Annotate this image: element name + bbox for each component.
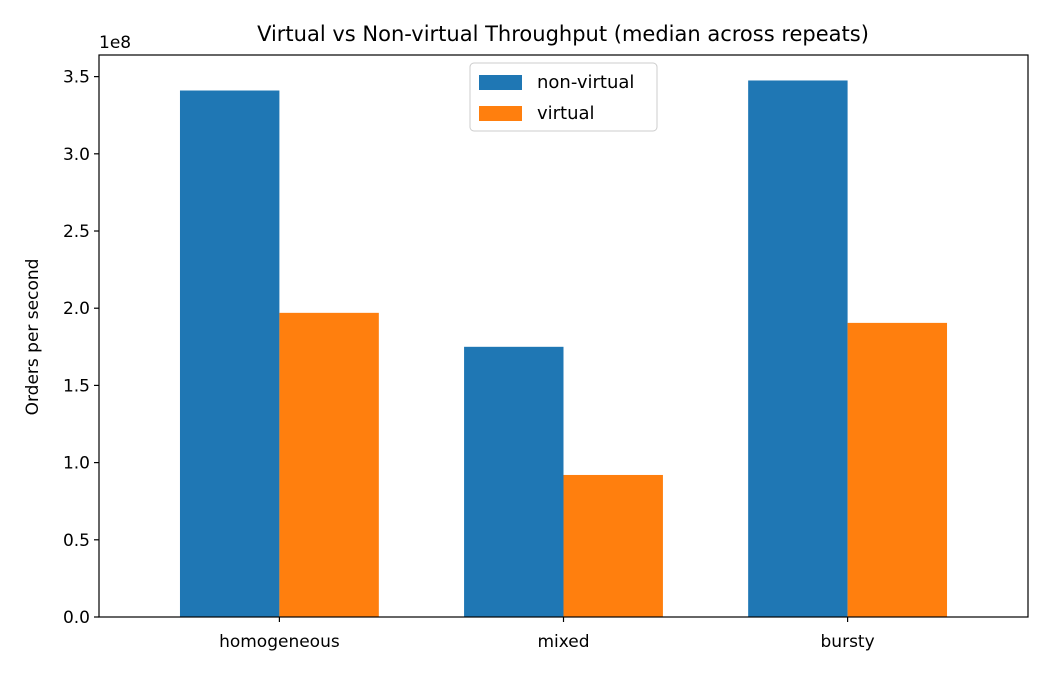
x-tick-label: bursty [821, 632, 875, 652]
y-axis-offset-label: 1e8 [99, 33, 131, 53]
bar-virtual-mixed [563, 474, 663, 617]
bars-group [179, 80, 948, 618]
legend-label-virtual: virtual [537, 103, 595, 124]
x-axis-ticks: homogeneous mixed bursty [219, 617, 875, 652]
y-tick-label: 0.0 [63, 608, 90, 628]
y-axis-ticks: 0.0 0.5 1.0 1.5 2.0 2.5 3.0 3.5 [63, 68, 99, 628]
bar-non-virtual-homogeneous [179, 90, 280, 617]
y-tick-label: 1.0 [63, 454, 90, 474]
bar-non-virtual-mixed [464, 346, 564, 617]
y-tick-label: 0.5 [63, 531, 90, 551]
bar-virtual-bursty [847, 322, 948, 617]
y-tick-label: 3.5 [63, 68, 90, 88]
y-tick-label: 2.0 [63, 299, 90, 319]
y-axis-label: Orders per second [23, 259, 43, 416]
x-tick-label: mixed [537, 632, 589, 652]
x-tick-label: homogeneous [219, 632, 340, 652]
legend-swatch-non-virtual [479, 75, 522, 90]
legend-label-non-virtual: non-virtual [537, 72, 634, 93]
y-tick-label: 2.5 [63, 222, 90, 242]
bar-virtual-homogeneous [279, 312, 379, 617]
plot-frame [98, 54, 1029, 618]
y-tick-label: 3.0 [63, 145, 90, 165]
bar-non-virtual-bursty [748, 80, 848, 618]
y-tick-label: 1.5 [63, 376, 90, 396]
legend: non-virtual virtual [469, 62, 658, 132]
legend-swatch-virtual [479, 106, 522, 121]
chart-title: Virtual vs Non-virtual Throughput (media… [257, 22, 869, 46]
